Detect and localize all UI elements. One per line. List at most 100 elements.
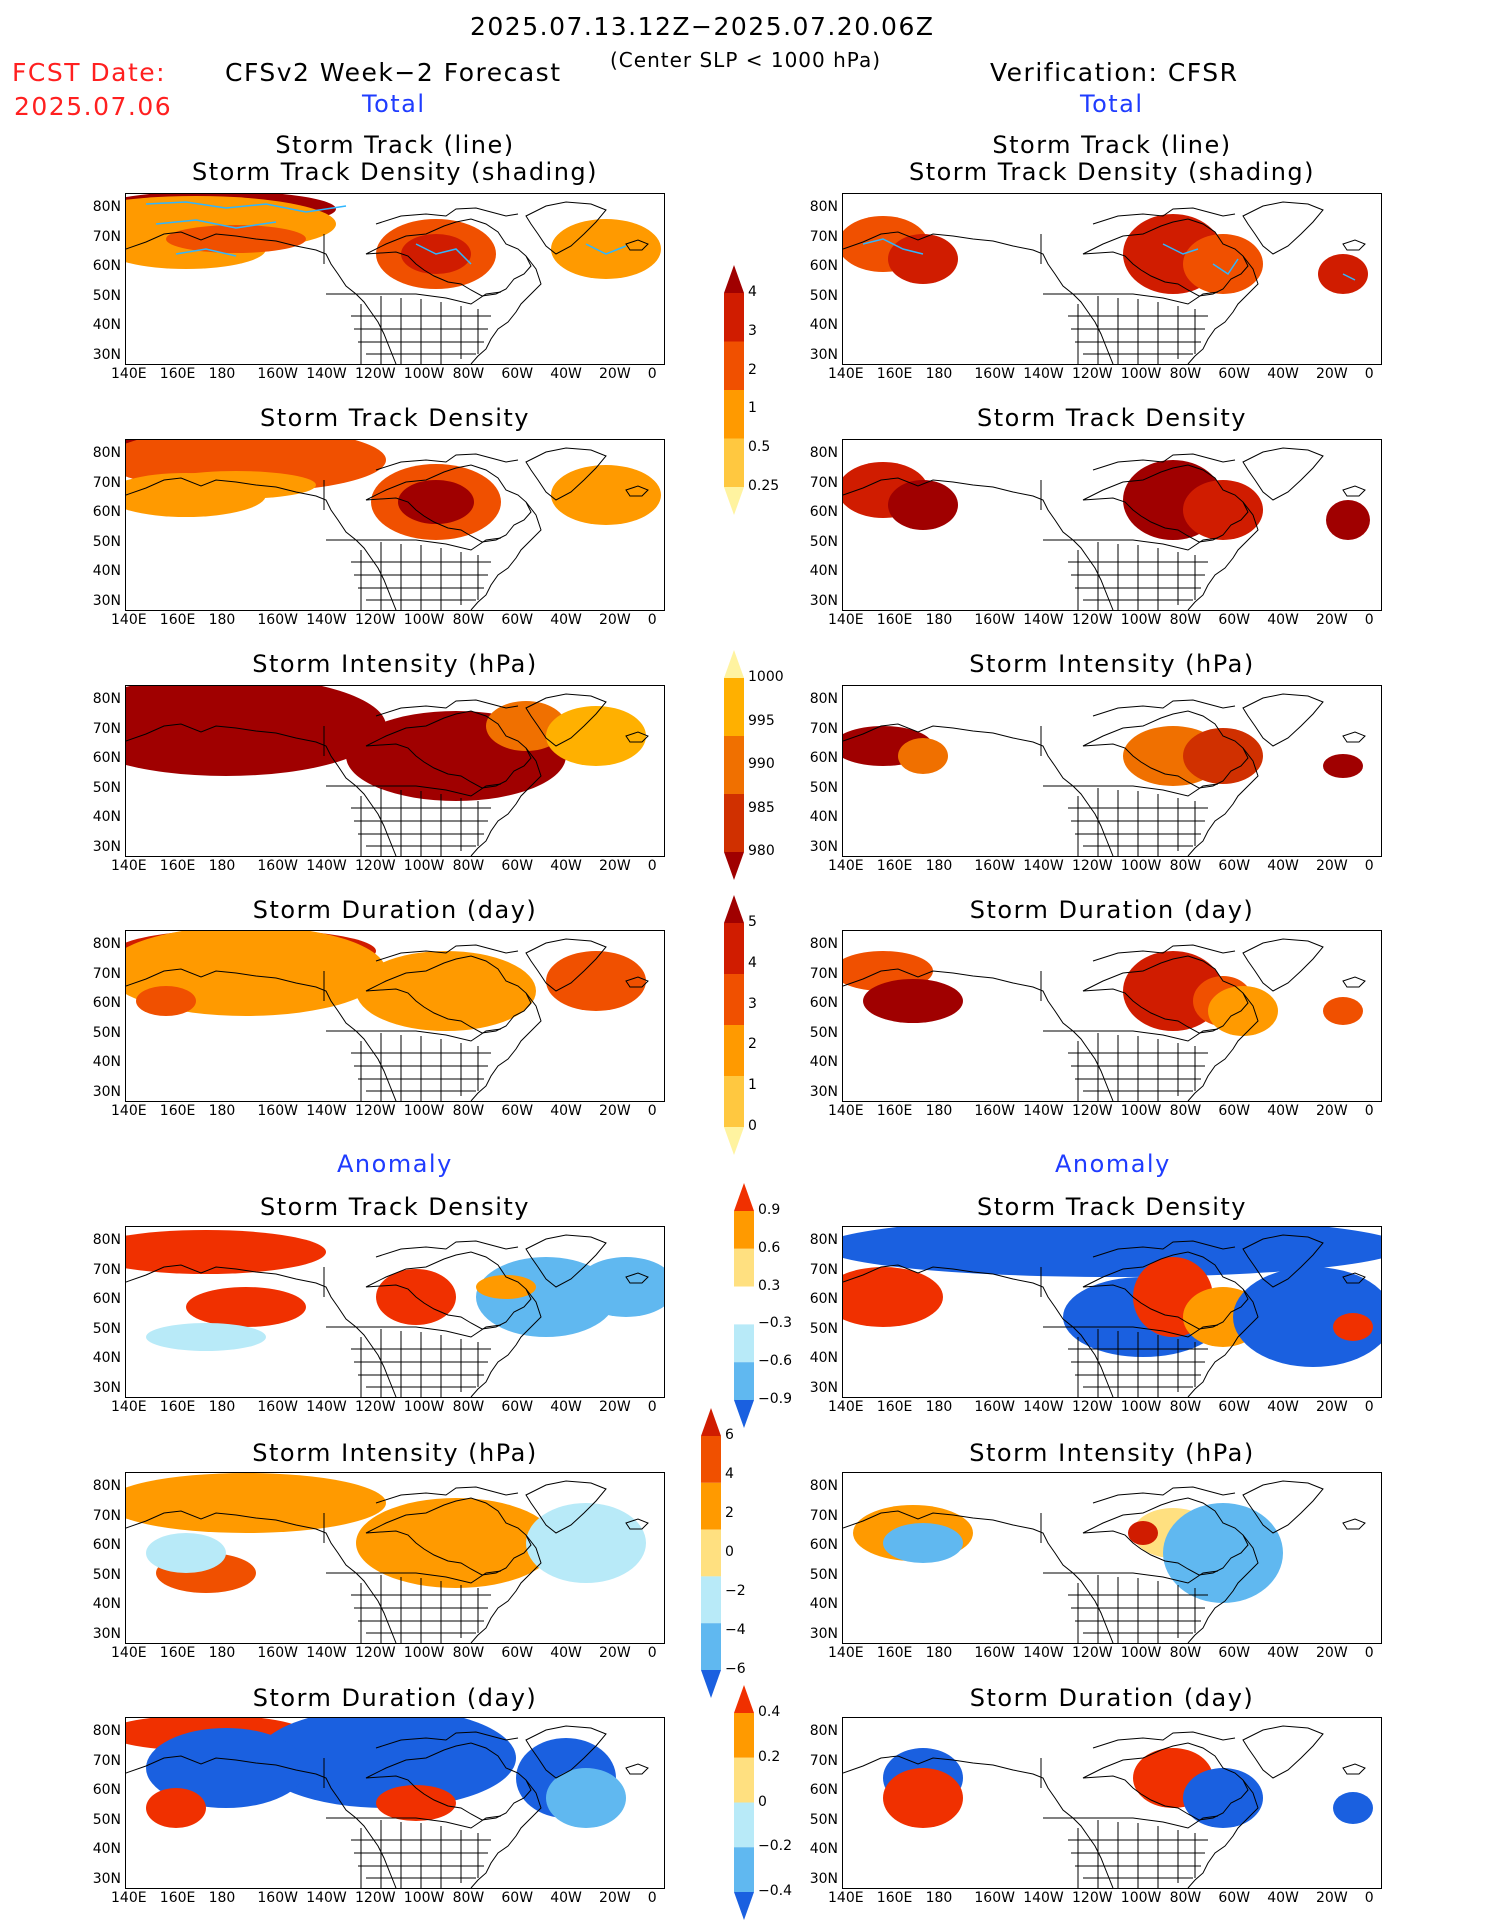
lon-label: 160W [257, 612, 298, 628]
lon-label: 120W [1072, 1399, 1113, 1415]
shading-region [1323, 997, 1363, 1025]
lon-label: 160E [159, 1645, 196, 1661]
lon-label: 140E [111, 858, 147, 874]
lon-label: 100W [403, 366, 445, 382]
lat-label: 60N [92, 1291, 121, 1307]
coastline [1092, 1731, 1236, 1749]
lon-label: 20W [1316, 612, 1348, 628]
map-canvas [126, 1230, 664, 1397]
colorbar-duration-total [724, 895, 744, 1155]
lon-label: 40W [550, 858, 582, 874]
coastline [1187, 992, 1259, 1101]
map-canvas [843, 201, 1368, 364]
storm-track-line [145, 201, 347, 213]
lon-label: 160W [974, 1399, 1015, 1415]
lat-label: 70N [92, 1261, 121, 1278]
storm-track-line [155, 219, 277, 229]
colorbar-swatch [724, 265, 744, 293]
colorbar-swatch [734, 1248, 754, 1287]
lon-label: 0 [1364, 858, 1374, 874]
lat-label: 30N [809, 1625, 838, 1642]
map-panel-l4 [125, 930, 665, 1102]
lat-label: 60N [809, 1537, 838, 1553]
coastline [1187, 501, 1259, 610]
colorbar-density-total [724, 265, 744, 515]
lon-label: 60W [501, 1890, 534, 1906]
lat-label: 80N [809, 199, 838, 215]
lon-label: 180 [208, 612, 236, 628]
lon-label: 160W [257, 1103, 298, 1119]
colorbar-swatch [701, 1529, 721, 1577]
lat-label: 80N [92, 1723, 121, 1739]
coastline [375, 1240, 519, 1258]
coastline [470, 1288, 542, 1397]
shading-region [898, 738, 948, 774]
map-panel-r6 [842, 1472, 1382, 1644]
coastline [843, 231, 1114, 364]
lat-label: 30N [809, 1083, 838, 1100]
lon-label: 120W [1072, 612, 1113, 628]
lon-label: 80W [452, 612, 485, 628]
lon-label: 120W [355, 612, 396, 628]
lon-label: 180 [208, 366, 236, 382]
lon-label: 20W [599, 1103, 631, 1119]
lat-label: 30N [92, 346, 121, 363]
lon-label: 140E [828, 1645, 864, 1661]
shading-region [863, 979, 963, 1023]
shading-region [156, 471, 316, 499]
lon-label: 100W [1120, 1890, 1162, 1906]
lat-label: 30N [809, 346, 838, 363]
coastline [525, 1234, 607, 1288]
coastline [326, 1028, 502, 1042]
lat-label: 70N [809, 228, 838, 245]
colorbar-swatch [724, 487, 744, 515]
colorbar-swatch [734, 1211, 754, 1249]
lat-label: 50N [809, 1811, 838, 1828]
lon-label: 140W [1023, 1103, 1064, 1119]
coastline [375, 207, 519, 225]
lon-label: 80W [1169, 612, 1202, 628]
lon-label: 60W [501, 1103, 534, 1119]
map-canvas [126, 1718, 649, 1888]
lon-label: 80W [452, 1890, 485, 1906]
lon-label: 140W [1023, 858, 1064, 874]
lon-label: 140W [1023, 366, 1064, 382]
coastline [843, 1510, 1114, 1643]
lat-label: 80N [92, 691, 121, 707]
colorbar-intensity-anom [701, 1408, 721, 1698]
lat-label: 30N [92, 1870, 121, 1887]
coastline [1187, 1779, 1259, 1888]
map-canvas [843, 693, 1366, 856]
colorbar-label: −0.4 [758, 1883, 792, 1899]
lon-label: 40W [550, 1399, 582, 1415]
shading-region [146, 1728, 306, 1808]
coastline [126, 1510, 397, 1643]
storm-track-line [1342, 273, 1356, 281]
lon-label: 0 [647, 366, 657, 382]
map-panel-l7 [125, 1717, 665, 1889]
lon-label: 100W [1120, 1645, 1162, 1661]
coastline [1342, 1763, 1366, 1775]
colorbar-swatch [724, 852, 744, 880]
lon-label: 60W [501, 612, 534, 628]
lat-label: 80N [809, 691, 838, 707]
map-panel-r5 [842, 1226, 1382, 1398]
colorbar-swatch [724, 1076, 744, 1127]
coastline [375, 453, 519, 471]
lon-label: 20W [1316, 1645, 1348, 1661]
colorbar-label: 1 [748, 400, 757, 417]
colorbar-swatch [734, 1757, 754, 1803]
lon-label: 0 [1364, 1645, 1374, 1661]
colorbar-label: −0.9 [758, 1391, 792, 1407]
coastline [843, 723, 1114, 856]
lat-label: 30N [92, 1083, 121, 1100]
coastline [1242, 201, 1324, 255]
coastline [1043, 783, 1219, 797]
shading-region [1333, 1792, 1373, 1824]
lon-label: 20W [1316, 858, 1348, 874]
lat-label: 60N [92, 504, 121, 520]
coastline [126, 723, 397, 856]
lon-label: 180 [925, 612, 953, 628]
colorbar-label: 2 [748, 1036, 757, 1053]
shading-region [1333, 1313, 1373, 1341]
